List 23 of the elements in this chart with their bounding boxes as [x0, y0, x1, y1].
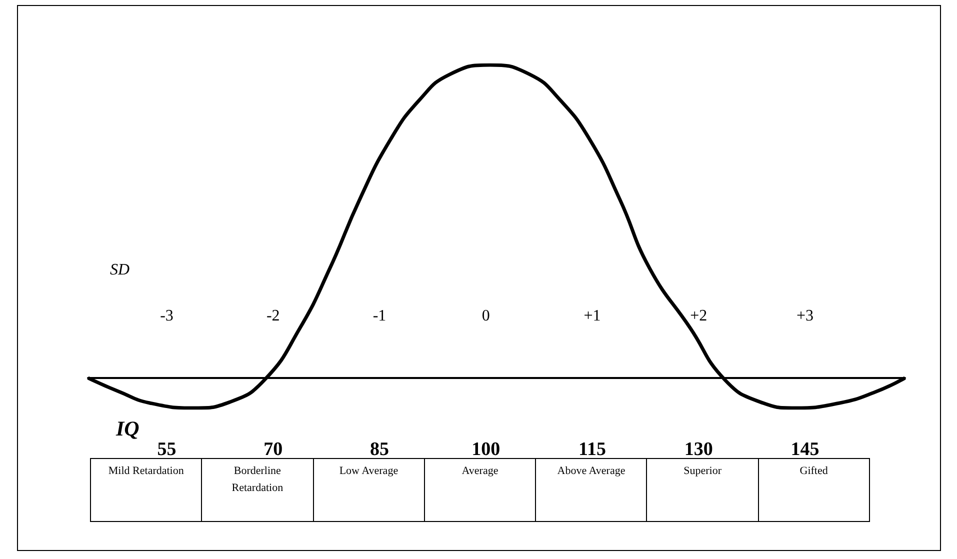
x-axis-title: IQ	[115, 416, 140, 440]
text: Borderline Retardation	[202, 459, 314, 521]
text: Average	[424, 459, 536, 521]
x2-tick-label: -1	[372, 308, 386, 324]
x2-tick-label: +1	[584, 308, 601, 324]
x-tick-label: 55	[157, 439, 176, 460]
x-tick-label: 85	[370, 439, 389, 460]
text: Above Average	[536, 459, 648, 521]
text: Mild Retardation	[91, 459, 202, 521]
text: Low Average	[314, 459, 425, 521]
x-tick-label: 130	[684, 439, 713, 460]
x2-tick-label: -3	[160, 308, 174, 324]
x-tick-label: 70	[264, 439, 283, 460]
x-tick-label: 145	[790, 439, 820, 460]
x2-axis-title: SD	[110, 262, 130, 278]
x2-tick-label: +2	[690, 308, 708, 324]
text: Superior	[647, 459, 759, 521]
x-tick-label: 115	[578, 439, 606, 460]
x2-tick-label: 0	[482, 308, 490, 324]
x2-tick-label: -2	[266, 308, 280, 324]
text: Gifted	[798, 464, 829, 479]
x-tick-label: 100	[472, 439, 500, 460]
x2-tick-label: +3	[796, 308, 814, 324]
